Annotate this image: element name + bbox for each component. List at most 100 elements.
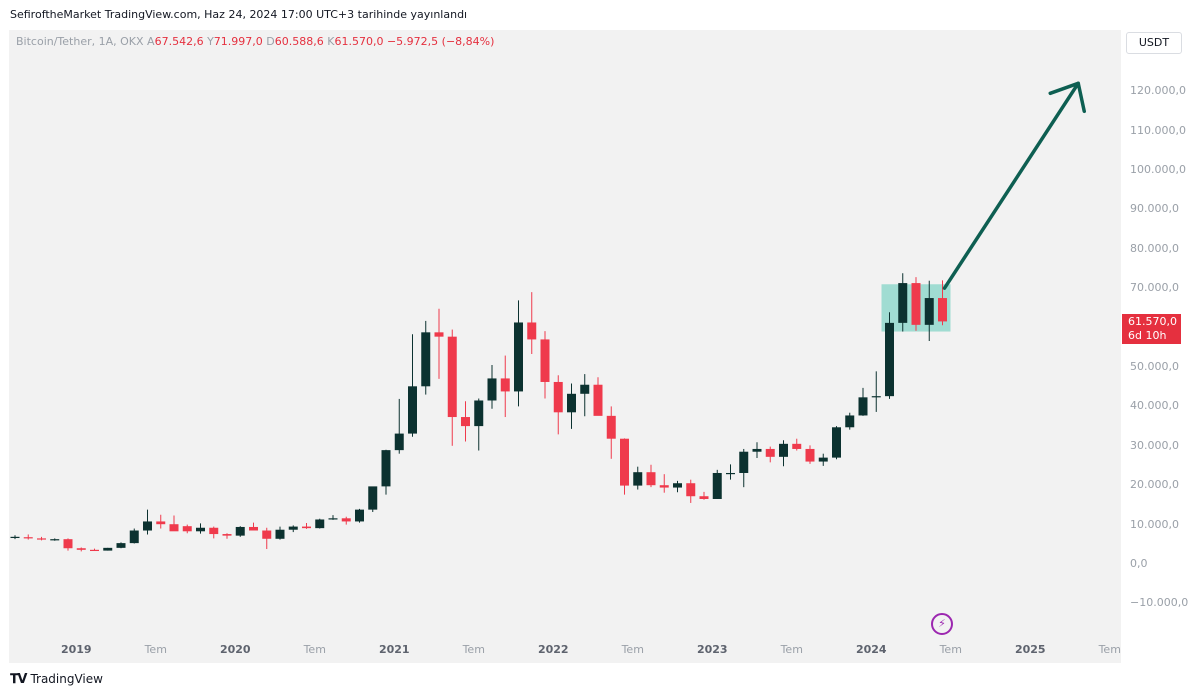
candle-body[interactable]	[288, 526, 298, 530]
price-tick-label: 100.000,0	[1130, 163, 1186, 176]
year-tick-label: 2022	[537, 643, 569, 656]
month-tick-label: Tem	[144, 643, 167, 656]
candle-body[interactable]	[739, 451, 749, 473]
change-value: −5.972,5 (−8,84%)	[386, 35, 495, 48]
year-tick-label: 2020	[219, 643, 251, 656]
candle-body[interactable]	[911, 283, 921, 325]
candle-body[interactable]	[487, 378, 497, 401]
price-tick-label: 70.000,0	[1130, 281, 1179, 295]
candle-body[interactable]	[421, 332, 431, 387]
candle-body[interactable]	[567, 393, 576, 413]
candle-body[interactable]	[50, 539, 60, 541]
candle-body[interactable]	[408, 386, 417, 434]
candle-body[interactable]	[699, 496, 709, 499]
candle-body[interactable]	[620, 438, 629, 486]
candle-body[interactable]	[805, 448, 815, 462]
candle-body[interactable]	[818, 457, 828, 462]
candle-body[interactable]	[196, 527, 205, 532]
candle-body[interactable]	[394, 433, 404, 451]
candle-body[interactable]	[779, 443, 788, 457]
price-tick-label: 90.000,0	[1130, 202, 1179, 216]
price-tick-label: 110.000,0	[1130, 123, 1186, 137]
candle-body[interactable]	[885, 322, 894, 397]
symbol-name: Bitcoin/Tether, 1A, OKX	[16, 35, 144, 48]
candle-body[interactable]	[593, 384, 603, 416]
candle-body[interactable]	[222, 534, 232, 536]
candle-body[interactable]	[553, 381, 563, 413]
currency-button[interactable]: USDT	[1126, 32, 1182, 54]
candle-body[interactable]	[580, 384, 590, 394]
candle-body[interactable]	[315, 519, 325, 529]
trend-arrow-line[interactable]	[942, 81, 1080, 290]
candle-body[interactable]	[129, 530, 139, 544]
candle-body[interactable]	[169, 524, 179, 532]
candle-body[interactable]	[858, 397, 868, 416]
candle-body[interactable]	[540, 339, 550, 382]
candle-body[interactable]	[938, 298, 947, 322]
time-axis[interactable]	[9, 633, 1121, 663]
candle-body[interactable]	[673, 483, 682, 488]
tradingview-logo[interactable]: 𝐓V TradingView	[10, 672, 103, 687]
lightning-icon[interactable]: ⚡	[931, 613, 953, 635]
candle-body[interactable]	[156, 521, 166, 525]
price-tick-label: 40.000,0	[1130, 399, 1179, 413]
candle-body[interactable]	[116, 543, 126, 548]
candle-body[interactable]	[23, 537, 33, 539]
candle-body[interactable]	[447, 336, 457, 418]
candle-body[interactable]	[752, 448, 762, 452]
candle-body[interactable]	[10, 536, 20, 539]
trend-arrow-head[interactable]	[1048, 81, 1086, 114]
candles-group	[10, 273, 947, 552]
candle-body[interactable]	[792, 443, 802, 449]
candle-body[interactable]	[90, 549, 99, 552]
candle-body[interactable]	[726, 472, 735, 475]
tradingview-mark-icon: 𝐓V	[10, 672, 27, 687]
year-tick-label: 2024	[855, 643, 887, 656]
candle-body[interactable]	[434, 332, 444, 337]
candle-body[interactable]	[341, 518, 351, 522]
candle-body[interactable]	[381, 450, 391, 487]
candle-body[interactable]	[633, 472, 643, 486]
candle-body[interactable]	[302, 526, 311, 529]
price-axis[interactable]	[1121, 30, 1191, 663]
close-label: K	[327, 35, 335, 48]
candle-body[interactable]	[765, 448, 775, 457]
candle-body[interactable]	[103, 547, 113, 551]
brand-name: TradingView	[30, 672, 103, 686]
candle-body[interactable]	[871, 396, 881, 398]
candle-body[interactable]	[275, 529, 285, 539]
high-value: 71.997,0	[213, 35, 263, 48]
candle-body[interactable]	[845, 415, 855, 428]
last-price: 61.570,0	[1128, 315, 1177, 328]
candle-body[interactable]	[355, 509, 364, 522]
candle-body[interactable]	[924, 298, 934, 325]
candle-body[interactable]	[76, 548, 86, 550]
candle-body[interactable]	[659, 485, 669, 488]
price-tick-label: 10.000,0	[1130, 517, 1179, 531]
candle-body[interactable]	[606, 415, 616, 439]
candle-body[interactable]	[37, 538, 46, 540]
price-tick-label: 50.000,0	[1130, 360, 1179, 373]
candle-body[interactable]	[461, 417, 470, 427]
candle-body[interactable]	[368, 486, 378, 510]
candle-body[interactable]	[898, 283, 908, 323]
candle-body[interactable]	[500, 378, 510, 392]
candle-body[interactable]	[249, 526, 258, 531]
candle-body[interactable]	[209, 527, 219, 535]
candle-body[interactable]	[646, 472, 656, 486]
candle-body[interactable]	[262, 530, 272, 539]
candle-body[interactable]	[235, 526, 245, 536]
candle-body[interactable]	[328, 518, 338, 520]
candle-body[interactable]	[527, 322, 537, 340]
month-tick-label: Tem	[780, 643, 803, 656]
candle-body[interactable]	[832, 427, 841, 458]
candle-body[interactable]	[712, 472, 722, 499]
candle-body[interactable]	[182, 526, 192, 532]
candle-body[interactable]	[143, 521, 152, 531]
candle-body[interactable]	[514, 322, 523, 392]
open-value: 67.542,6	[154, 35, 204, 48]
candle-body[interactable]	[686, 483, 696, 497]
candle-body[interactable]	[63, 539, 73, 549]
candle-body[interactable]	[474, 400, 484, 427]
